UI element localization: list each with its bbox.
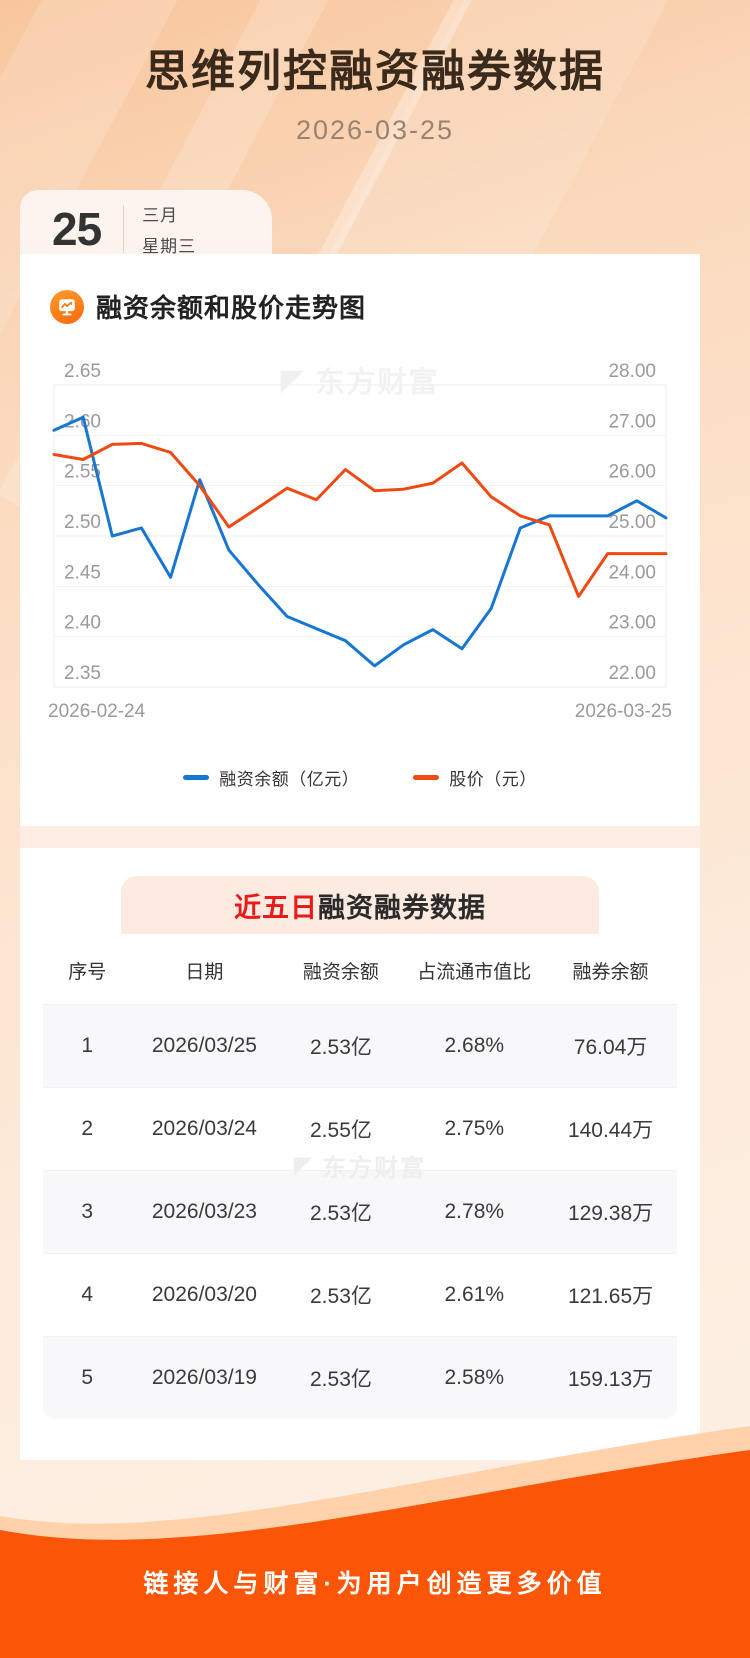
table-heading-rest: 融资融券数据 (318, 892, 486, 923)
row-date: 2026/03/20 (131, 1253, 278, 1337)
row-market-cap-pct: 2.61% (404, 1253, 545, 1337)
y-axis-left-tick: 2.45 (64, 562, 101, 583)
x-axis-start-label: 2026-02-24 (48, 701, 146, 722)
y-axis-left-tick: 2.55 (64, 462, 101, 483)
row-securities-balance: 129.38万 (544, 1170, 677, 1254)
row-index: 2 (43, 1087, 132, 1171)
row-market-cap-pct: 2.75% (404, 1087, 545, 1171)
y-axis-left-tick: 2.60 (64, 411, 101, 432)
chart-card: 融资余额和股价走势图 ◤ 东方财富 2.65 28.00 2.60 27.00 2.55… (20, 254, 700, 826)
table-row: 3 2026/03/23 2.53亿 2.78% 129.38万 (43, 1170, 677, 1254)
table-heading-highlight: 近五日 (234, 892, 318, 923)
table-row: 2 2026/03/24 2.55亿 2.75% 140.44万 (43, 1087, 677, 1171)
row-index: 5 (43, 1336, 132, 1419)
series-line-price (52, 441, 668, 598)
chart-legend: 融资余额（亿元） 股价（元） (42, 765, 678, 790)
row-financing-balance: 2.53亿 (277, 1004, 405, 1088)
y-axis-left-tick: 2.65 (64, 361, 101, 382)
y-axis-right-tick: 24.00 (608, 562, 656, 583)
legend-swatch-price (413, 775, 440, 780)
row-index: 1 (43, 1004, 132, 1088)
content-sheet: 融资余额和股价走势图 ◤ 东方财富 2.65 28.00 2.60 27.00 2.55… (20, 254, 700, 1460)
column-header-financing-balance: 融资余额 (277, 935, 405, 1005)
y-axis-left-tick: 2.35 (64, 663, 101, 684)
column-header-securities-balance: 融券余额 (544, 935, 677, 1005)
date-day-number: 25 (52, 203, 102, 255)
chart-title: 融资余额和股价走势图 (96, 293, 367, 323)
page-header: 思维列控融资融券数据 2026-03-25 (0, 0, 750, 146)
y-axis-right-tick: 25.00 (608, 512, 656, 533)
date-month-label: 三月 (142, 206, 179, 225)
margin-trading-table: 序号 日期 融资余额 占流通市值比 融券余额 1 2026/03/25 2.53亿 2… (42, 934, 678, 1420)
date-divider (123, 205, 125, 253)
table-header-row: 序号 日期 融资余额 占流通市值比 融券余额 (43, 935, 677, 1005)
row-market-cap-pct: 2.68% (404, 1004, 545, 1088)
section-gap (20, 826, 700, 848)
row-securities-balance: 76.04万 (544, 1004, 677, 1088)
page-title: 思维列控融资融券数据 (145, 47, 605, 96)
legend-label-price: 股价（元） (449, 770, 537, 789)
row-securities-balance: 121.65万 (544, 1253, 677, 1337)
row-financing-balance: 2.53亿 (277, 1170, 405, 1254)
y-axis-left-tick: 2.50 (64, 512, 101, 533)
y-axis-right-tick: 27.00 (608, 411, 656, 432)
row-financing-balance: 2.53亿 (277, 1336, 405, 1419)
table-body: 1 2026/03/25 2.53亿 2.68% 76.04万 2 2026/03/24 2.… (43, 1004, 677, 1419)
series-line-financing (52, 415, 668, 668)
chart-plot-area: ◤ 东方财富 2.65 28.00 2.60 27.00 2.55 26.00 2.50 25… (42, 351, 678, 751)
row-date: 2026/03/24 (131, 1087, 278, 1171)
row-market-cap-pct: 2.58% (404, 1336, 545, 1419)
column-header-index: 序号 (43, 935, 132, 1005)
table-card: 近五日 融资融券数据 ◤ 东方财富 序号 日期 融资余额 占流通市值比 融券余额 … (20, 848, 700, 1460)
legend-swatch-financing (183, 775, 210, 780)
page-footer: 链接人与财富·为用户创造更多价值 (0, 1398, 750, 1658)
table-heading-pill: 近五日 融资融券数据 (121, 876, 599, 934)
table-row: 4 2026/03/20 2.53亿 2.61% 121.65万 (43, 1253, 677, 1337)
x-axis-end-label: 2026-03-25 (575, 701, 672, 722)
row-securities-balance: 159.13万 (544, 1336, 677, 1419)
trend-chart-svg: 2.65 28.00 2.60 27.00 2.55 26.00 2.50 25.00 2.45… (48, 361, 672, 722)
legend-item-financing-balance[interactable]: 融资余额（亿元） (183, 765, 359, 790)
row-index: 4 (43, 1253, 132, 1337)
row-date: 2026/03/19 (131, 1336, 278, 1419)
row-securities-balance: 140.44万 (544, 1087, 677, 1171)
trend-monitor-icon (50, 289, 84, 324)
date-weekday-label: 星期三 (142, 237, 197, 256)
y-axis-right-tick: 28.00 (608, 361, 656, 382)
page-subtitle-date: 2026-03-25 (295, 115, 455, 145)
footer-wave-decoration (0, 1426, 750, 1658)
row-financing-balance: 2.53亿 (277, 1253, 405, 1337)
y-axis-right-tick: 22.00 (608, 663, 656, 684)
row-date: 2026/03/23 (131, 1170, 278, 1254)
row-date: 2026/03/25 (131, 1004, 278, 1088)
table-row: 1 2026/03/25 2.53亿 2.68% 76.04万 (43, 1004, 677, 1088)
legend-item-stock-price[interactable]: 股价（元） (413, 765, 537, 790)
column-header-market-cap-pct: 占流通市值比 (404, 935, 545, 1005)
legend-label-financing: 融资余额（亿元） (219, 770, 360, 789)
y-axis-right-tick: 23.00 (608, 613, 656, 634)
table-row: 5 2026/03/19 2.53亿 2.58% 159.13万 (43, 1336, 677, 1419)
row-index: 3 (43, 1170, 132, 1254)
y-axis-right-tick: 26.00 (608, 462, 656, 483)
row-market-cap-pct: 2.78% (404, 1170, 545, 1254)
footer-slogan: 链接人与财富·为用户创造更多价值 (143, 1570, 607, 1598)
column-header-date: 日期 (131, 935, 278, 1005)
row-financing-balance: 2.55亿 (277, 1087, 405, 1171)
y-axis-left-tick: 2.40 (64, 613, 101, 634)
chart-title-row: 融资余额和股价走势图 (42, 288, 678, 325)
